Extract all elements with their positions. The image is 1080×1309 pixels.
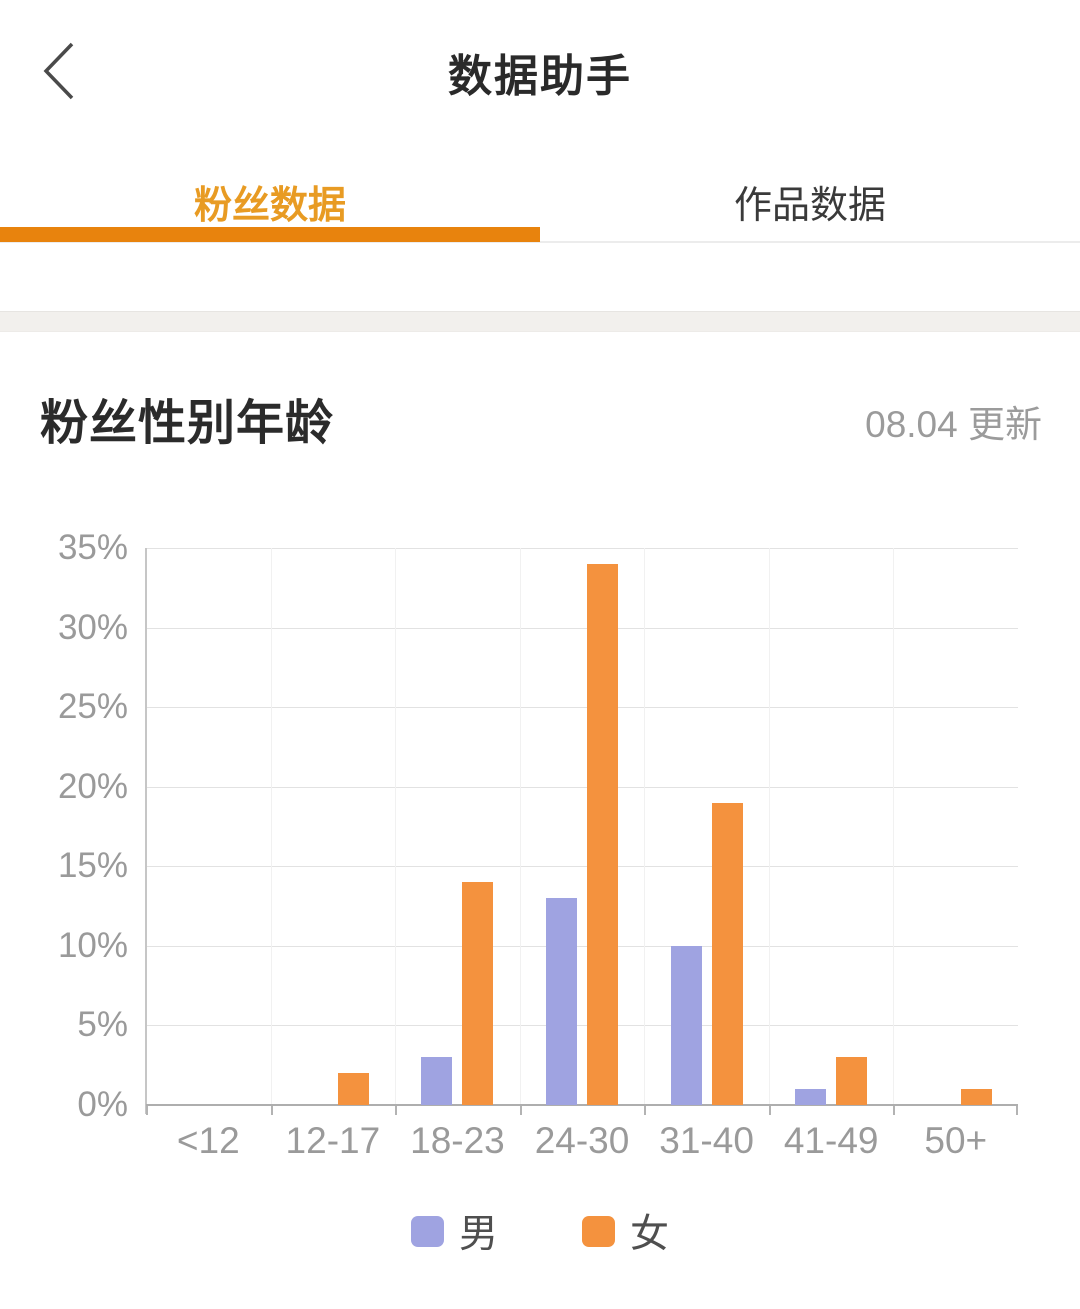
y-axis-line: [145, 548, 147, 1114]
legend-swatch-女: [582, 1215, 615, 1247]
plot-area: [145, 548, 1018, 1115]
x-axis-tick: [146, 1106, 148, 1115]
section-divider-band: [0, 311, 1080, 332]
bar-group-<12: [146, 548, 271, 1105]
page-title: 数据助手: [448, 52, 632, 101]
gridline: [146, 627, 1018, 629]
back-button[interactable]: [20, 28, 96, 118]
category-boundary-line: [644, 548, 646, 1105]
y-axis-tick-label: 10%: [57, 925, 128, 965]
section-title: 粉丝性别年龄: [40, 397, 335, 450]
y-axis-tick-label: 30%: [57, 607, 128, 647]
gridline: [146, 548, 1018, 549]
gridline: [146, 707, 1018, 708]
bar-pair: [421, 882, 494, 1105]
tabs-divider-line: [0, 241, 1080, 243]
x-axis-label: 24-30: [534, 1120, 630, 1161]
x-axis-label: 18-23: [410, 1120, 505, 1161]
tab-fan-data[interactable]: 粉丝数据: [0, 158, 540, 244]
bar-pair: [546, 564, 619, 1105]
bar-pair: [670, 803, 743, 1105]
x-axis-label: <12: [176, 1120, 240, 1161]
bar-女-31-40: [711, 803, 743, 1105]
tab-works-data-label: 作品数据: [733, 184, 886, 227]
bar-女-12-17: [337, 1073, 369, 1105]
bar-女-24-30: [587, 564, 619, 1105]
bar-男-24-30: [546, 898, 578, 1105]
active-tab-indicator: [0, 227, 540, 242]
legend-label: 男: [458, 1213, 498, 1256]
legend-item-女: 女: [582, 1203, 669, 1259]
bar-group-12-17: [271, 548, 396, 1105]
x-axis-tick: [271, 1106, 273, 1115]
y-axis-tick-label: 20%: [57, 766, 128, 806]
x-axis-label: 31-40: [659, 1120, 754, 1161]
bar-pair: [920, 1089, 992, 1105]
tab-fan-data-label: 粉丝数据: [193, 184, 346, 227]
category-boundary-line: [270, 548, 272, 1105]
x-axis-label: 50+: [924, 1120, 988, 1161]
x-axis-tick: [769, 1106, 771, 1115]
gridline: [146, 866, 1018, 867]
legend-item-男: 男: [410, 1203, 498, 1259]
bar-女-41-49: [836, 1057, 868, 1105]
gridline: [146, 945, 1018, 947]
category-boundary-line: [395, 548, 397, 1105]
gridline: [146, 786, 1018, 788]
bar-group-41-49: [769, 548, 894, 1105]
legend-label: 女: [630, 1213, 670, 1256]
legend-swatch-男: [410, 1215, 444, 1247]
bar-pair: [795, 1057, 868, 1105]
bar-男-31-40: [670, 946, 702, 1105]
category-boundary-line: [893, 548, 895, 1105]
header: 数据助手: [0, 0, 1080, 150]
bar-group-24-30: [520, 548, 645, 1105]
updated-timestamp: 08.04 更新: [865, 404, 1042, 445]
bar-group-31-40: [644, 548, 769, 1105]
x-axis-tick: [520, 1106, 522, 1115]
bar-group-18-23: [395, 548, 520, 1105]
bar-男-41-49: [795, 1089, 827, 1105]
x-axis-label: 12-17: [285, 1120, 381, 1161]
tab-bar: 粉丝数据 作品数据: [0, 158, 1080, 244]
y-axis-tick-label: 5%: [77, 1005, 128, 1044]
category-boundary-line: [519, 548, 521, 1105]
bar-pair: [297, 1073, 369, 1105]
y-axis-tick-label: 25%: [57, 687, 128, 726]
category-boundary-line: [768, 548, 770, 1105]
x-axis-tick: [395, 1106, 397, 1115]
bar-女-18-23: [462, 882, 494, 1105]
y-axis-tick-label: 35%: [57, 528, 128, 567]
x-axis-line: [146, 1104, 1018, 1106]
x-axis-labels: <12 12-17 18-23 24-30 31-40 41-49 50+: [146, 1120, 1018, 1162]
chart-legend: 男女: [0, 1203, 1080, 1259]
x-axis-tick: [893, 1106, 895, 1115]
x-axis-tick: [644, 1106, 646, 1115]
bar-男-18-23: [421, 1057, 453, 1105]
chevron-left-icon: [38, 40, 78, 107]
x-axis-tick: [1016, 1106, 1018, 1115]
y-axis-tick-label: 0%: [77, 1084, 128, 1124]
y-axis-tick-label: 15%: [57, 846, 128, 885]
x-axis-label: 41-49: [783, 1120, 879, 1161]
fan-gender-age-chart: 35% 30% 25% 20% 15% 10% 5% 0% <12 12-17 18-23 24-30…: [0, 500, 1080, 1200]
tab-works-data[interactable]: 作品数据: [540, 158, 1080, 244]
bar-group-50+: [893, 548, 1018, 1105]
bar-女-50+: [960, 1089, 992, 1105]
gridline: [146, 1025, 1018, 1026]
bar-groups: [146, 548, 1018, 1105]
